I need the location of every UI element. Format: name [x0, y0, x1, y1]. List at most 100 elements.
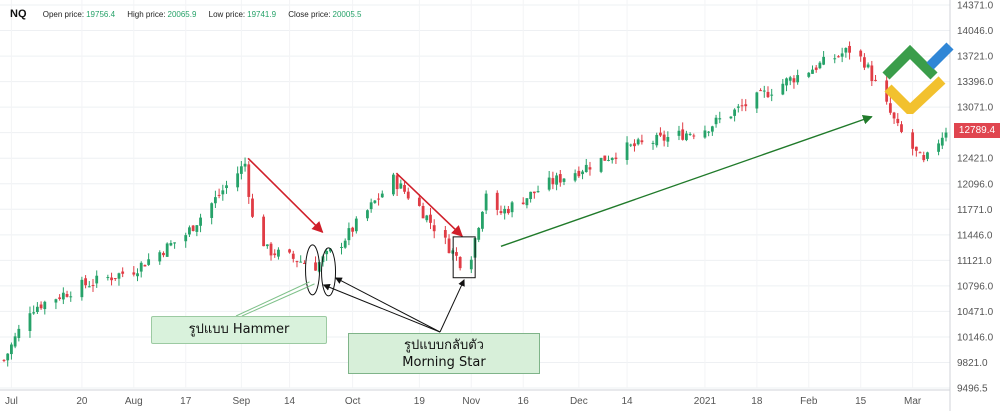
- candle: [91, 278, 95, 292]
- candle-body: [681, 129, 685, 140]
- x-tick-label: Sep: [232, 396, 250, 407]
- candle-body: [421, 205, 425, 219]
- candle-body: [707, 131, 711, 133]
- candle-body: [262, 216, 266, 247]
- candle: [940, 132, 944, 150]
- candle: [273, 249, 277, 258]
- candle-body: [277, 249, 280, 257]
- candle-body: [629, 144, 633, 146]
- candle: [143, 264, 147, 267]
- candle-body: [243, 163, 247, 167]
- candle-body: [303, 262, 306, 264]
- candle-body: [13, 336, 17, 347]
- candle: [870, 60, 874, 87]
- candle: [766, 86, 770, 99]
- candle-body: [443, 230, 447, 238]
- candle-body: [614, 157, 618, 160]
- time-axis: Jul 20 Aug 17 Sep 14 Oct 19 Nov 16 Dec 14 2021 18 Feb 1…: [0, 389, 950, 407]
- candle: [162, 251, 165, 258]
- candle: [614, 152, 618, 164]
- x-tick-label: 18: [751, 396, 763, 407]
- candle-body: [844, 47, 848, 53]
- morning-star-box: [452, 236, 476, 279]
- candle-body: [455, 252, 458, 256]
- y-tick-label: 11446.0: [957, 230, 993, 241]
- candle: [937, 139, 940, 156]
- candle: [577, 166, 581, 178]
- candle-body: [814, 67, 818, 70]
- candle-body: [555, 175, 558, 185]
- candle-body: [39, 304, 43, 309]
- candle: [347, 222, 351, 246]
- pointer-arrow-hammer-2: [334, 277, 441, 333]
- candle-body: [755, 92, 759, 109]
- candle-body: [788, 77, 792, 81]
- candle: [380, 190, 384, 198]
- candle: [529, 191, 533, 203]
- y-tick-label: 13721.0: [957, 52, 994, 63]
- symbol-label: NQ: [10, 8, 27, 20]
- candle: [499, 205, 503, 215]
- hammer-ellipse-2: [321, 247, 337, 297]
- candle-body: [718, 118, 722, 120]
- candle-body: [714, 117, 718, 125]
- candle-body: [117, 273, 121, 279]
- candle-body: [377, 198, 380, 200]
- candle: [555, 172, 558, 191]
- candle: [165, 242, 169, 257]
- candle: [788, 75, 792, 86]
- candle: [191, 224, 195, 232]
- candle: [551, 171, 555, 190]
- low-value: 19741.9: [247, 10, 277, 19]
- candle-body: [506, 208, 510, 214]
- candle-body: [429, 214, 432, 223]
- candle-body: [729, 116, 733, 119]
- candle: [818, 61, 822, 70]
- downtrend-arrow-2: [395, 172, 463, 237]
- hammer-callout-line-1: [235, 281, 310, 317]
- y-tick-label: 10796.0: [957, 281, 994, 292]
- candle-body: [892, 112, 896, 119]
- x-tick-label: Aug: [125, 396, 143, 407]
- candle: [547, 170, 551, 192]
- candle: [269, 242, 273, 261]
- candle: [796, 69, 800, 85]
- open-label: Open price:: [42, 10, 85, 19]
- candle-body: [944, 132, 948, 138]
- candle-body: [866, 64, 870, 68]
- candle-body: [911, 132, 915, 149]
- candle-body: [666, 137, 670, 142]
- candle-body: [184, 235, 188, 242]
- candle: [922, 151, 926, 163]
- candle: [714, 114, 718, 128]
- candle: [239, 160, 243, 180]
- candle: [17, 324, 21, 342]
- candle-body: [484, 193, 488, 211]
- y-tick-label: 14046.0: [957, 26, 994, 37]
- candle: [744, 99, 748, 112]
- candle: [811, 65, 814, 74]
- candle: [688, 132, 692, 136]
- candle-body: [425, 215, 429, 221]
- candle-body: [314, 262, 317, 271]
- candle-body: [2, 359, 6, 361]
- candle: [495, 190, 499, 216]
- candle: [291, 250, 295, 263]
- candle: [536, 185, 540, 193]
- candle-body: [136, 273, 139, 277]
- candle-body: [870, 65, 874, 82]
- candle-body: [633, 143, 636, 147]
- candle: [822, 51, 826, 66]
- candle: [373, 199, 377, 204]
- candle-body: [840, 53, 844, 57]
- candle: [173, 242, 176, 249]
- candle-body: [366, 210, 369, 219]
- candle-body: [188, 227, 191, 235]
- candle-body: [35, 306, 39, 312]
- candle: [84, 275, 87, 289]
- candle: [781, 79, 785, 96]
- candle-body: [95, 275, 99, 284]
- candle-body: [477, 227, 481, 240]
- downtrend-arrow-1: [247, 157, 324, 233]
- candle-body: [173, 242, 176, 244]
